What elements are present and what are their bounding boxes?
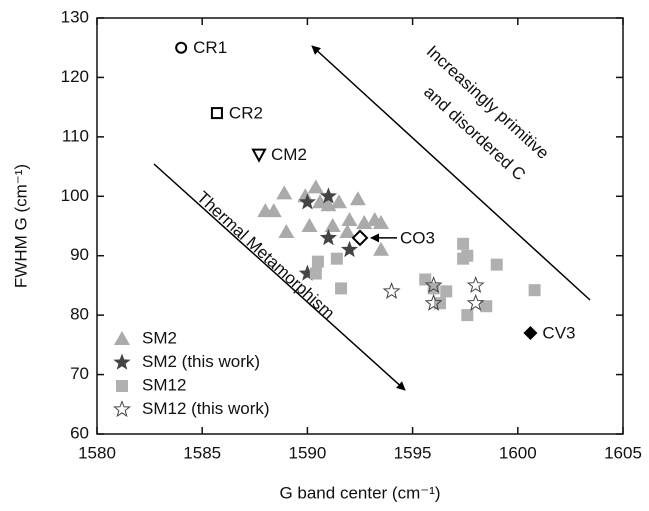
legend-marker [114,331,130,345]
legend-label: SM12 [142,375,186,394]
x-axis-label: G band center (cm⁻¹) [279,483,440,502]
data-point [440,285,453,298]
y-tick-label: 100 [61,186,89,205]
data-point [301,218,318,232]
legend-marker [113,353,131,370]
data-point [466,275,485,294]
data-point [309,267,322,280]
legend-marker [116,380,128,392]
reference-point [523,325,538,340]
trend-arrow [311,45,591,301]
point-label: CO3 [400,228,435,247]
data-point [278,223,295,238]
x-tick-label: 1595 [394,443,432,462]
data-point [319,228,337,246]
data-point [424,293,443,311]
data-point [461,249,474,262]
data-point [480,300,493,313]
data-point [457,237,470,250]
reference-point [175,41,188,54]
data-point [298,193,316,210]
data-point [312,194,329,209]
data-point [424,275,443,294]
y-tick-label: 70 [70,364,89,383]
data-point [340,240,358,258]
x-tick-label: 1585 [183,443,221,462]
data-point [330,194,347,209]
y-tick-label: 60 [70,423,89,442]
plot-frame [96,17,624,435]
point-label: CV3 [542,323,575,342]
data-point [339,223,356,238]
data-point [330,252,343,265]
legend-label: SM2 (this work) [142,352,260,371]
y-tick-label: 130 [61,7,89,26]
data-point [311,255,324,268]
data-point [373,215,390,230]
data-point [276,185,293,200]
data-point [528,284,541,297]
data-point [319,187,337,204]
point-label: CR1 [193,38,227,57]
legend-marker [113,400,131,418]
data-point [324,218,341,232]
data-point [461,309,474,322]
data-point [349,191,366,206]
data-point [373,241,390,256]
y-tick-label: 80 [70,305,89,324]
point-label: CR2 [229,104,263,123]
data-point [298,264,316,281]
y-axis-label: FWHM G (cm⁻¹) [11,164,30,288]
legend-label: SM12 (this work) [142,399,270,418]
data-point [466,293,485,311]
data-point [265,203,282,218]
x-tick-label: 1600 [499,443,537,462]
data-point [382,281,401,299]
data-point [341,212,358,227]
data-point [307,179,324,194]
reference-point [351,229,369,247]
x-tick-label: 1590 [288,443,326,462]
x-tick-label: 1580 [78,443,116,462]
y-tick-label: 90 [70,245,89,264]
x-tick-label: 1605 [604,443,642,462]
data-point [335,282,348,295]
reference-point [251,148,267,163]
data-point [490,258,503,271]
point-label: CM2 [271,145,307,164]
legend-label: SM2 [142,328,177,347]
y-tick-label: 110 [62,126,89,145]
trend-arrow [153,163,406,391]
reference-point [210,107,223,120]
y-tick-label: 120 [61,67,89,86]
